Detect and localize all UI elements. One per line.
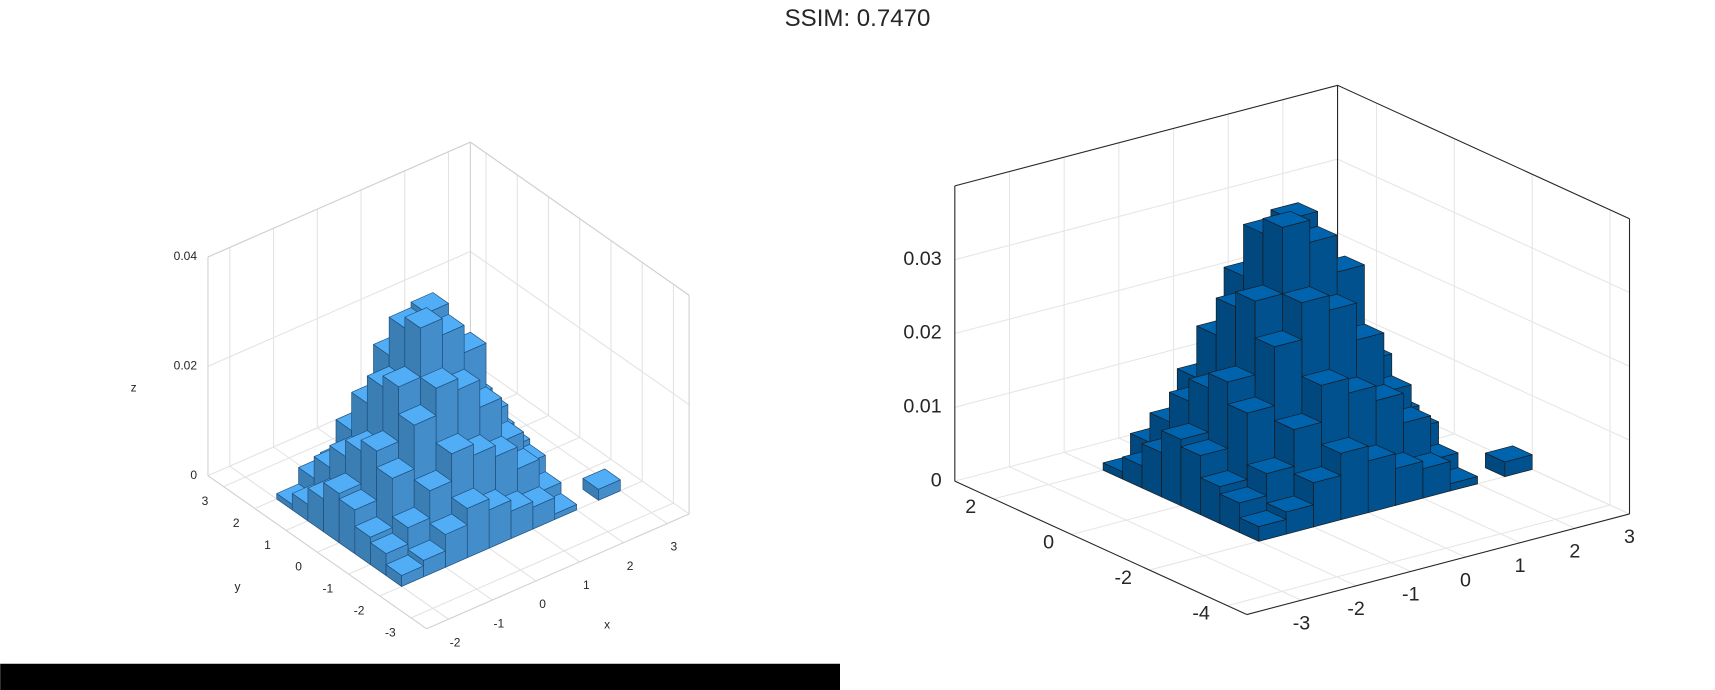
bar-top — [582, 468, 621, 490]
bar-top — [376, 457, 415, 479]
x-tick-label: 3 — [1624, 526, 1635, 548]
z-tick-label: 0.02 — [903, 322, 941, 344]
bar-side — [1180, 446, 1201, 515]
bar-front — [1313, 475, 1342, 528]
bar-top — [451, 487, 490, 509]
bar-top — [410, 292, 449, 314]
bar — [1485, 445, 1533, 477]
bar-top — [1301, 368, 1350, 386]
bar-top — [1274, 413, 1322, 430]
y-tick-label: -1 — [323, 582, 334, 596]
y-tick-label: -4 — [1192, 603, 1210, 625]
bar-top — [1254, 330, 1303, 348]
bar-top — [1246, 457, 1295, 474]
bar-top — [435, 433, 474, 455]
bar-top — [1282, 286, 1330, 304]
bar-top — [391, 506, 431, 528]
bar-top — [407, 539, 446, 561]
bar-top — [1262, 210, 1311, 228]
x-tick-label: -3 — [1293, 612, 1311, 634]
z-tick-label: 0 — [931, 469, 942, 491]
x-tick-label: -1 — [1402, 584, 1420, 606]
y-tick-label: 2 — [965, 496, 976, 518]
bar-top — [382, 365, 421, 388]
x-tick-label: 1 — [1515, 555, 1526, 577]
x-tick-label: -2 — [450, 635, 461, 649]
axis-label: x — [604, 618, 610, 632]
bar-front — [1367, 453, 1396, 513]
bar-front — [1340, 445, 1369, 521]
black-strip — [0, 663, 841, 690]
bar-top — [420, 367, 459, 389]
z-tick-label: 0.01 — [903, 396, 941, 418]
bar-top — [1266, 495, 1314, 513]
z-tick-label: 0 — [190, 468, 197, 482]
bar-front — [1395, 461, 1424, 506]
y-tick-label: 0 — [295, 560, 302, 574]
z-tick-label: 0.03 — [903, 248, 941, 270]
x-tick-label: -1 — [493, 616, 504, 630]
x-axis — [1246, 513, 1630, 616]
y-tick-label: -2 — [354, 603, 365, 617]
axis-label: z — [131, 380, 137, 394]
bar-top — [1219, 486, 1268, 504]
bar-front — [466, 498, 490, 559]
bar — [385, 554, 424, 587]
box-edge — [954, 84, 1630, 220]
bar-side — [1141, 443, 1162, 498]
y-tick-label: 0 — [1043, 531, 1054, 553]
bar-top — [338, 489, 378, 511]
bar-top — [429, 513, 468, 535]
y-axis — [207, 475, 427, 630]
bar — [582, 468, 621, 501]
bar-top — [360, 430, 399, 452]
bar — [1239, 510, 1287, 542]
bar-top — [398, 404, 437, 426]
bar-top — [1321, 436, 1369, 454]
bar-top — [1227, 396, 1275, 414]
bar-top — [1161, 422, 1209, 440]
x-tick-label: 2 — [627, 559, 634, 573]
bar-side — [1161, 430, 1182, 507]
bar-top — [385, 554, 424, 576]
x-tick-label: 0 — [539, 597, 546, 611]
y-tick-label: 1 — [264, 538, 271, 552]
bar-top — [404, 307, 443, 329]
bar-top — [370, 532, 409, 554]
bar-top — [323, 472, 362, 494]
figure-title: SSIM: 0.7470 — [785, 5, 931, 32]
y-axis — [954, 480, 1248, 616]
x-axis — [426, 513, 690, 630]
bar-top — [1239, 510, 1287, 527]
z-tick-label: 0.02 — [174, 358, 198, 372]
x-tick-label: -2 — [1347, 598, 1365, 620]
y-tick-label: 3 — [202, 494, 209, 508]
bar-top — [354, 516, 393, 538]
x-tick-label: 2 — [1569, 541, 1580, 563]
x-tick-label: 1 — [583, 578, 590, 592]
y-tick-label: -3 — [385, 625, 396, 639]
bar-top — [1180, 439, 1229, 456]
bar-top — [1293, 466, 1342, 483]
bar-top — [413, 469, 453, 492]
y-tick-label: 2 — [233, 516, 240, 530]
x-tick-label: 0 — [1460, 569, 1471, 591]
bar-top — [1200, 470, 1248, 487]
bar-top — [1235, 284, 1283, 302]
axis-label: y — [234, 579, 240, 593]
y-tick-label: -2 — [1114, 567, 1132, 589]
bar-top — [1207, 365, 1256, 383]
x-tick-label: 3 — [670, 540, 677, 554]
z-tick-label: 0.04 — [174, 249, 198, 263]
bar-top — [1485, 445, 1533, 463]
